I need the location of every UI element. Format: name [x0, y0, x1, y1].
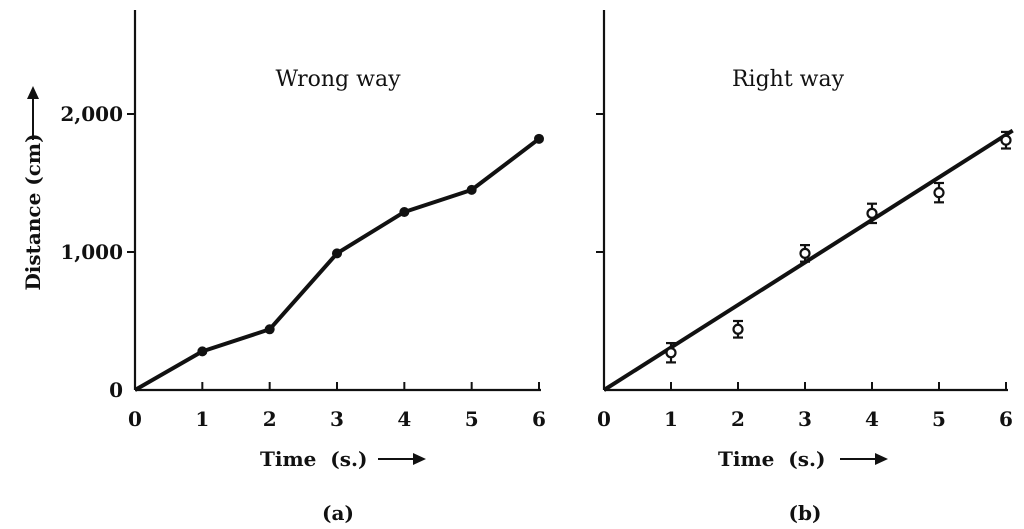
data-point — [534, 133, 544, 144]
x-tick-label: 5 — [465, 407, 479, 431]
data-point — [933, 187, 945, 199]
data-point — [665, 347, 677, 359]
panel-a-ylabel: Distance (cm) — [21, 133, 45, 290]
panel-a-title: Wrong way — [275, 67, 401, 92]
panel-a-xlabel: Time (s.) — [260, 447, 367, 471]
panel-a-xlabel-group: Time (s.) — [260, 447, 426, 471]
data-point — [399, 206, 410, 217]
data-point — [466, 184, 477, 195]
ylabel-arrow-icon — [27, 86, 39, 140]
data-point — [197, 346, 208, 357]
x-tick-label: 4 — [397, 407, 411, 431]
x-tick-label: 4 — [865, 407, 879, 431]
ylabel-group: Distance (cm) — [21, 86, 45, 291]
chart-marks: 0 1 2 3 4 5 6 0 1,000 2,000 0 1 2 3 4 5 6 — [60, 10, 1014, 431]
x-tick-label: 1 — [195, 407, 209, 431]
x-tick-label: 3 — [798, 407, 812, 431]
data-point — [332, 248, 342, 259]
y-tick-label: 1,000 — [60, 240, 123, 264]
fit-line — [602, 128, 1014, 392]
panel-b-xlabel-group: Time (s.) — [718, 447, 888, 471]
x-tick-label: 0 — [597, 407, 611, 431]
y-tick-label: 2,000 — [60, 102, 123, 126]
panel-b-xlabel-arrow-icon — [840, 453, 888, 465]
y-tick-label: 0 — [109, 378, 123, 402]
x-tick-label: 5 — [932, 407, 946, 431]
panel-a: 0 1 2 3 4 5 6 0 1,000 2,000 — [60, 10, 546, 431]
x-tick-label: 1 — [664, 407, 678, 431]
data-point — [1000, 134, 1012, 146]
panel-b-label: (b) — [789, 501, 822, 525]
data-point — [866, 207, 878, 219]
x-tick-label: 6 — [999, 407, 1013, 431]
panel-a-xlabel-arrow-icon — [378, 453, 426, 465]
data-point — [264, 324, 275, 335]
series-line — [134, 137, 541, 392]
x-tick-label: 3 — [330, 407, 344, 431]
panel-a-label: (a) — [322, 501, 354, 525]
x-tick-label: 6 — [532, 407, 546, 431]
panel-b: 0 1 2 3 4 5 6 — [596, 10, 1014, 431]
data-point — [732, 323, 744, 335]
x-tick-label: 2 — [263, 407, 277, 431]
data-point — [799, 247, 811, 259]
panel-b-xlabel: Time (s.) — [718, 447, 825, 471]
x-tick-label: 0 — [128, 407, 142, 431]
x-tick-label: 2 — [731, 407, 745, 431]
panel-b-title: Right way — [732, 67, 845, 92]
